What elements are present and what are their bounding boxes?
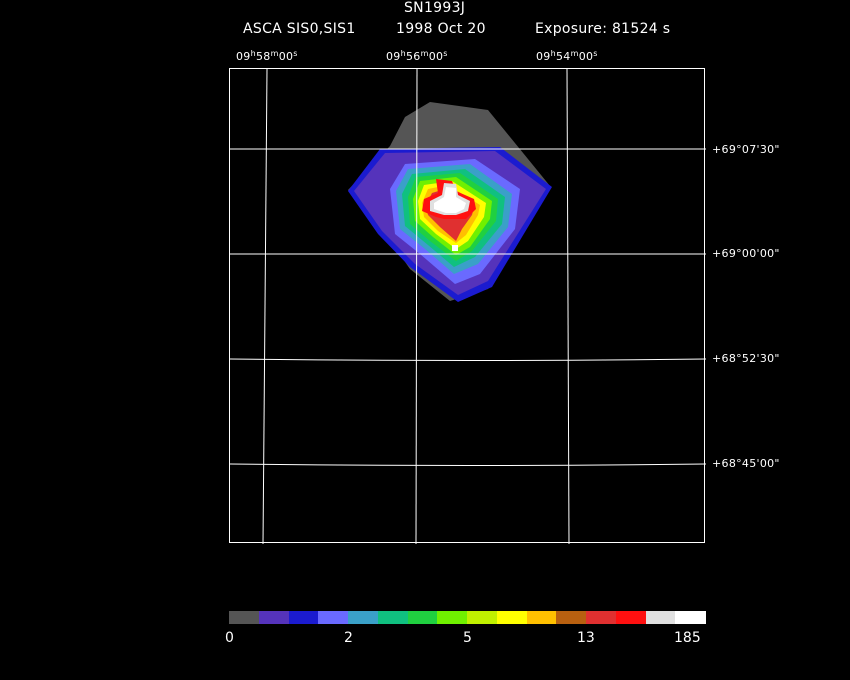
dec-label-3: +68°52'30" (712, 352, 780, 365)
colorbar-swatch (437, 611, 468, 624)
exposure-label: Exposure: 81524 s (535, 21, 671, 37)
colorbar-swatch (258, 611, 289, 624)
colorbar-swatch (407, 611, 438, 624)
sky-image-panel (229, 68, 706, 544)
colorbar-tick-2: 2 (344, 630, 353, 646)
date-label: 1998 Oct 20 (396, 21, 486, 37)
colorbar-swatch (496, 611, 527, 624)
object-title: SN1993J (404, 0, 466, 16)
sky-image (230, 69, 706, 544)
colorbar-swatch (229, 611, 260, 624)
dec-label-2: +69°00'00" (712, 247, 780, 260)
ra-label-3: 09h54m00s (536, 49, 598, 64)
colorbar (229, 611, 706, 624)
ra-label-1: 09h58m00s (236, 49, 298, 64)
colorbar-swatch (348, 611, 379, 624)
colorbar-swatch (556, 611, 587, 624)
colorbar-tick-0: 0 (225, 630, 234, 646)
xray-intensity-map (348, 102, 552, 302)
colorbar-swatch (675, 611, 706, 624)
colorbar-swatch (377, 611, 408, 624)
ra-label-2: 09h56m00s (386, 49, 448, 64)
colorbar-swatch (526, 611, 557, 624)
dec-label-1: +69°07'30" (712, 143, 780, 156)
colorbar-tick-185: 185 (674, 630, 701, 646)
instrument-label: ASCA SIS0,SIS1 (243, 21, 356, 37)
coordinate-grid (230, 69, 706, 544)
colorbar-tick-5: 5 (463, 630, 472, 646)
colorbar-swatch (288, 611, 319, 624)
colorbar-swatch (467, 611, 498, 624)
colorbar-swatch (318, 611, 349, 624)
dec-label-4: +68°45'00" (712, 457, 780, 470)
colorbar-swatch (615, 611, 646, 624)
colorbar-swatch (586, 611, 617, 624)
colorbar-swatch (645, 611, 676, 624)
colorbar-tick-13: 13 (577, 630, 595, 646)
